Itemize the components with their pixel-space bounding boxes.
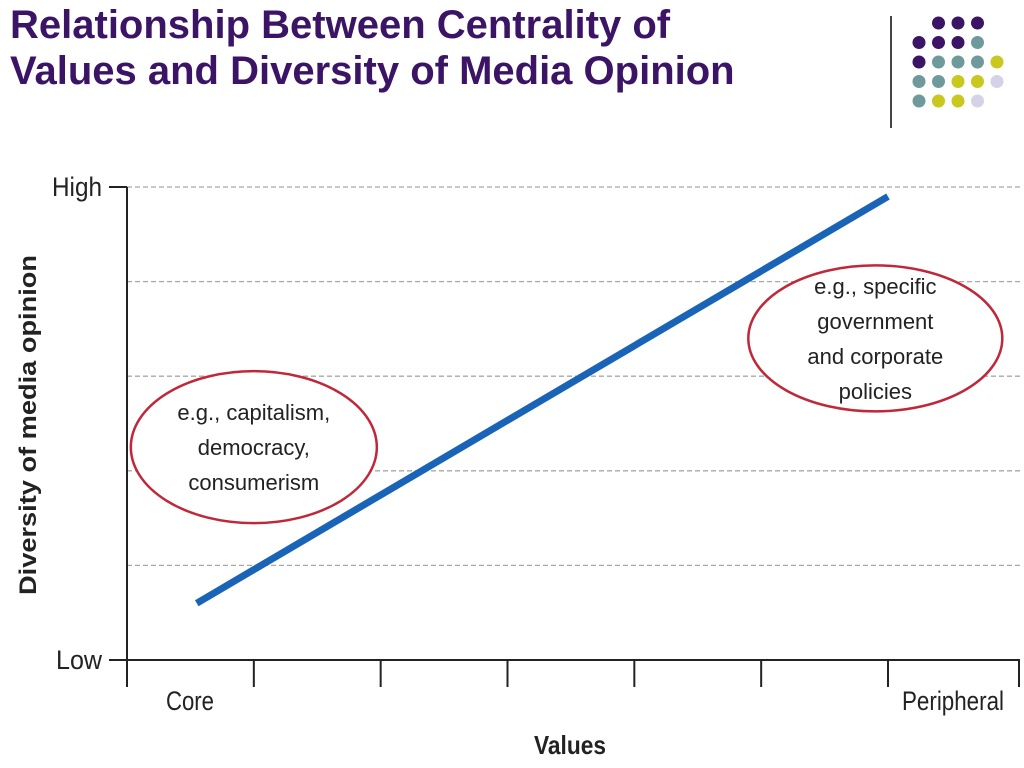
decorative-dot-grid (912, 16, 1004, 108)
decor-dot (971, 55, 984, 69)
title-line-2: Values and Diversity of Media Opinion (10, 49, 735, 93)
annotation-text-line: e.g., capitalism, (177, 400, 330, 425)
decor-dot (951, 75, 965, 88)
annotation-text-line: and corporate (807, 344, 943, 369)
y-tick-label: High (52, 172, 102, 202)
x-tick-label: Core (166, 686, 214, 716)
decor-dot (912, 55, 926, 69)
decor-dot (971, 94, 984, 108)
decor-dot (912, 94, 926, 108)
annotation-text-line: democracy, (198, 435, 310, 460)
slide-title: Relationship Between Centrality of Value… (10, 2, 890, 94)
decor-dot (932, 55, 945, 69)
series-line (194, 193, 890, 607)
title-divider (890, 16, 892, 128)
x-axis-label: Values (534, 730, 606, 760)
annotation-text-line: consumerism (188, 470, 319, 495)
decor-dot (971, 16, 984, 30)
annotation-text-line: policies (839, 379, 912, 404)
decor-dot (932, 94, 945, 108)
decor-dot (951, 94, 965, 108)
x-tick-label: Peripheral (902, 686, 1004, 716)
decor-dot (912, 36, 926, 49)
decor-dot (932, 36, 945, 49)
annotation-text-line: e.g., specific (814, 274, 936, 299)
decor-dot (990, 75, 1004, 88)
decor-dot (951, 16, 965, 30)
decor-dot (971, 36, 984, 49)
decor-dot (971, 75, 984, 88)
title-line-1: Relationship Between Centrality of (10, 3, 671, 47)
y-tick-label: Low (56, 645, 102, 675)
decor-dot (990, 55, 1004, 69)
annotation-ellipse (129, 369, 379, 525)
decor-dot (951, 55, 965, 69)
decor-dot (932, 75, 945, 88)
annotation-text-line: government (817, 309, 933, 334)
y-axis-label: Diversity of media opinion (15, 255, 42, 595)
annotation-ellipse (747, 264, 1004, 413)
annotation-bubble: e.g., specific government and corporate pol… (747, 264, 1004, 413)
decor-dot (912, 75, 926, 88)
decor-dot (932, 16, 945, 30)
annotation-bubble: e.g., capitalism, democracy, consumerism (129, 369, 379, 525)
decor-dot (951, 36, 965, 49)
